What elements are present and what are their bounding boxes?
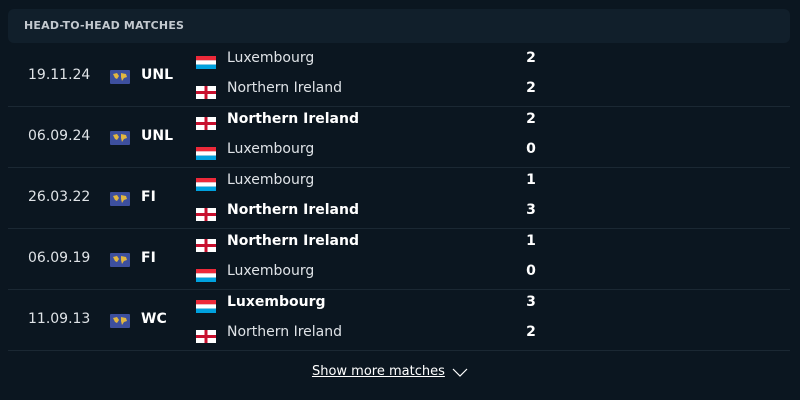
team-score: 3 <box>526 294 536 310</box>
competition-svg <box>110 192 130 206</box>
team-name: Northern Ireland <box>227 233 359 249</box>
match-date: 26.03.22 <box>28 189 91 205</box>
team-flag <box>196 54 216 69</box>
team-name: Luxembourg <box>227 263 315 279</box>
flag-svg <box>196 117 216 130</box>
flag-svg <box>196 239 216 252</box>
team-score: 0 <box>526 263 536 279</box>
team-name: Luxembourg <box>227 141 315 157</box>
show-more-label[interactable]: Show more matches <box>311 364 445 379</box>
competition-icon <box>110 252 130 267</box>
row-separator <box>8 350 790 351</box>
team-score: 2 <box>526 324 536 340</box>
row-separator <box>8 289 790 290</box>
team-name: Northern Ireland <box>227 324 343 340</box>
team-score: 2 <box>526 80 536 96</box>
chevron-icon <box>452 368 468 377</box>
team-flag <box>196 176 216 191</box>
match-date: 19.11.24 <box>28 67 91 83</box>
team-flag <box>196 298 216 313</box>
team-name: Northern Ireland <box>227 111 359 127</box>
team-name: Northern Ireland <box>227 202 359 218</box>
competition-icon <box>110 191 130 206</box>
competition-icon <box>110 69 130 84</box>
team-name: Luxembourg <box>227 50 315 66</box>
header-title: HEAD-TO-HEAD MATCHES <box>24 19 185 32</box>
team-score: 2 <box>526 111 536 127</box>
team-flag <box>196 145 216 160</box>
team-name: Luxembourg <box>227 172 315 188</box>
competition-svg <box>110 253 130 267</box>
row-separator <box>8 228 790 229</box>
team-flag <box>196 267 216 282</box>
team-name: Northern Ireland <box>227 80 343 96</box>
competition-svg <box>110 70 130 84</box>
flag-svg <box>196 178 216 191</box>
competition: WC <box>141 311 167 327</box>
team-name: Luxembourg <box>227 294 326 310</box>
flag-svg <box>196 86 216 99</box>
team-score: 1 <box>526 172 536 188</box>
competition: UNL <box>141 128 174 144</box>
flag-svg <box>196 208 216 221</box>
competition: UNL <box>141 67 174 83</box>
competition-svg <box>110 314 130 328</box>
team-score: 0 <box>526 141 536 157</box>
match-date: 06.09.24 <box>28 128 91 144</box>
show-more-button[interactable]: Show more matches <box>300 364 480 379</box>
competition-svg <box>110 131 130 145</box>
flag-svg <box>196 147 216 160</box>
flag-svg <box>196 56 216 69</box>
team-flag <box>196 328 216 343</box>
flag-svg <box>196 269 216 282</box>
match-date: 06.09.19 <box>28 250 91 266</box>
team-flag <box>196 206 216 221</box>
team-score: 2 <box>526 50 536 66</box>
flag-svg <box>196 330 216 343</box>
competition: FI <box>141 250 156 266</box>
row-separator <box>8 167 790 168</box>
team-flag <box>196 237 216 252</box>
team-score: 1 <box>526 233 536 249</box>
team-score: 3 <box>526 202 536 218</box>
match-date: 11.09.13 <box>28 311 91 327</box>
competition: FI <box>141 189 156 205</box>
competition-icon <box>110 130 130 145</box>
row-separator <box>8 106 790 107</box>
header-bar: HEAD-TO-HEAD MATCHES <box>8 9 790 43</box>
flag-svg <box>196 300 216 313</box>
competition-icon <box>110 313 130 328</box>
team-flag <box>196 115 216 130</box>
team-flag <box>196 84 216 99</box>
